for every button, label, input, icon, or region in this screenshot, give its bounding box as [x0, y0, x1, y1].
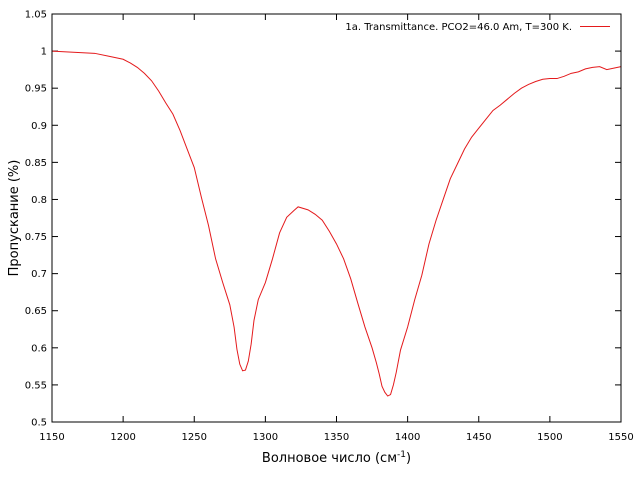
y-tick-label: 0.95 — [25, 84, 47, 95]
y-tick-label: 0.85 — [25, 158, 47, 169]
x-tick-label: 1250 — [182, 432, 207, 443]
y-tick-label: 0.65 — [25, 306, 47, 317]
series-layer — [51, 50, 622, 397]
plot-frame — [51, 13, 622, 423]
legend: 1a. Transmittance. PCO2=46.0 Am, T=300 K… — [345, 22, 610, 33]
x-tick-label: 1400 — [395, 432, 420, 443]
x-tick-label: 1350 — [324, 432, 349, 443]
x-axis-title-main: Волновое число (см — [262, 451, 397, 466]
y-tick-label: 0.9 — [31, 121, 47, 132]
y-axis-title: Пропускание (%) — [7, 160, 22, 277]
y-tick-label: 0.5 — [31, 418, 47, 429]
x-tick-label: 1450 — [466, 432, 491, 443]
legend-label-0: 1a. Transmittance. PCO2=46.0 Am, T=300 K… — [345, 22, 572, 33]
ticks-layer: 1150 1200 1250 1300 1350 1400 1450 1500 1550 0.5 0… — [25, 10, 634, 444]
x-axis-title-suffix: ) — [406, 451, 411, 466]
y-tick-label: 0.55 — [25, 380, 47, 391]
y-tick-label: 1 — [41, 47, 47, 58]
y-tick-label: 0.7 — [31, 269, 47, 280]
x-axis-title: Волновое число (см-1) — [262, 450, 411, 466]
x-tick-label: 1200 — [110, 432, 135, 443]
y-tick-label: 0.6 — [31, 343, 47, 354]
y-tick-label: 0.8 — [31, 195, 47, 206]
x-tick-label: 1150 — [39, 432, 64, 443]
x-axis-title-superscript: -1 — [397, 450, 406, 460]
x-tick-label: 1500 — [537, 432, 562, 443]
y-tick-label: 1.05 — [25, 10, 47, 21]
y-tick-label: 0.75 — [25, 232, 47, 243]
series-line-0 — [51, 50, 622, 397]
x-tick-label: 1300 — [253, 432, 278, 443]
x-tick-label: 1550 — [608, 432, 633, 443]
